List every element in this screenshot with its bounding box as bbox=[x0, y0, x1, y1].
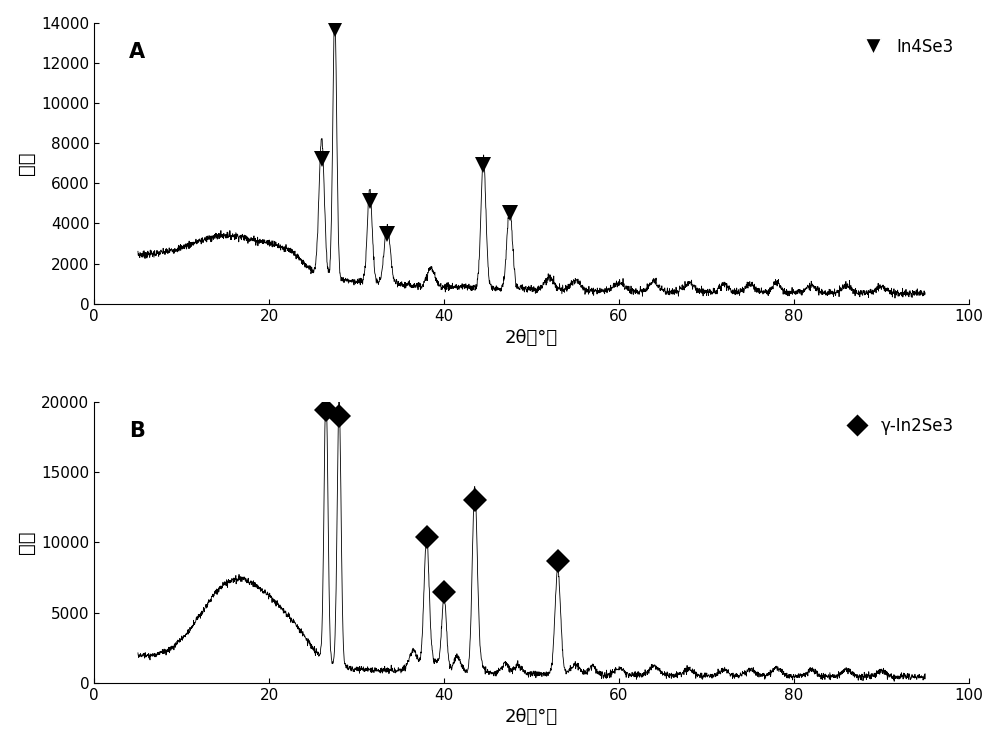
Y-axis label: 强度: 强度 bbox=[17, 152, 36, 175]
Text: A: A bbox=[129, 42, 145, 62]
Legend: γ-In2Se3: γ-In2Se3 bbox=[834, 410, 961, 441]
X-axis label: 2θ（°）: 2θ（°） bbox=[505, 329, 558, 347]
Text: B: B bbox=[129, 421, 145, 441]
X-axis label: 2θ（°）: 2θ（°） bbox=[505, 708, 558, 727]
Legend: In4Se3: In4Se3 bbox=[850, 31, 961, 62]
Y-axis label: 强度: 强度 bbox=[17, 531, 36, 554]
